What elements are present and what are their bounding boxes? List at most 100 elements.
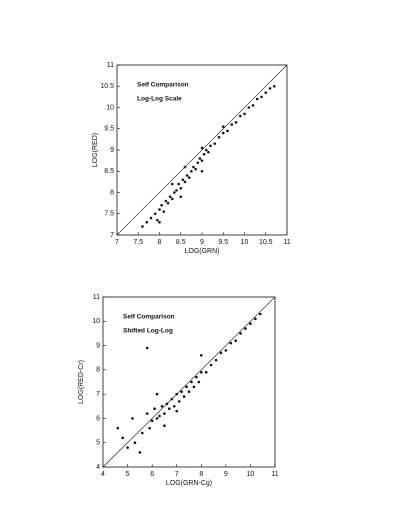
point (156, 218, 159, 222)
point (260, 95, 263, 99)
point (226, 129, 229, 133)
point (185, 174, 189, 177)
x-tick-label: 8 (158, 239, 162, 246)
point (190, 169, 193, 173)
x-tick-label: 10 (241, 239, 249, 246)
point (145, 220, 149, 224)
point (224, 349, 228, 352)
y-axis-label: LOG(RED) (92, 133, 99, 167)
y-tick-label: 10 (92, 318, 100, 325)
point (170, 197, 174, 201)
y-tick-label: 9 (96, 342, 100, 349)
y-tick-label: 8.5 (104, 168, 114, 175)
x-tick-label: 10 (247, 471, 255, 478)
y-tick-label: 6 (96, 415, 100, 422)
point (268, 87, 272, 90)
point (219, 351, 223, 355)
point (158, 220, 161, 224)
point (190, 380, 193, 384)
x-tick-label: 9.5 (218, 239, 228, 246)
x-tick-label: 7 (115, 239, 119, 246)
point (258, 312, 262, 316)
point (158, 414, 161, 418)
point (185, 385, 188, 389)
y-tick-label: 9.5 (104, 126, 114, 133)
point (183, 165, 187, 169)
point (133, 441, 137, 445)
point (230, 123, 234, 126)
point (197, 380, 201, 384)
point (116, 426, 120, 430)
point (165, 402, 169, 406)
x-tick-label: 8.5 (176, 239, 186, 246)
point (204, 148, 208, 152)
y-axis-label: LOG(RED-Cr) (78, 360, 85, 404)
point (141, 431, 144, 435)
point (141, 225, 144, 228)
point (170, 182, 174, 186)
x-tick-label: 10.5 (259, 239, 273, 246)
point (239, 332, 242, 335)
point (204, 370, 208, 374)
plot-frame (102, 296, 276, 468)
point (180, 390, 183, 394)
point (181, 178, 185, 182)
point (207, 150, 210, 154)
x-tick-label: 8 (199, 471, 203, 478)
point (155, 392, 159, 396)
x-axis-label: LOG(GRN-Cg) (166, 480, 212, 487)
point (229, 341, 233, 345)
point (238, 114, 242, 118)
point (153, 212, 157, 216)
diagonal (102, 296, 276, 468)
point (163, 412, 166, 415)
point (251, 104, 255, 107)
point (254, 317, 257, 321)
x-tick-label: 7 (175, 471, 179, 478)
point (249, 322, 252, 326)
y-tick-label: 10.5 (100, 83, 114, 90)
point (214, 358, 218, 362)
y-tick-label: 11 (93, 294, 100, 301)
point (162, 210, 166, 213)
point (255, 97, 259, 101)
point (209, 144, 212, 148)
x-tick-label: 9 (200, 239, 204, 246)
point (179, 195, 183, 199)
point (175, 392, 179, 396)
point (192, 165, 195, 169)
point (247, 106, 251, 109)
point (170, 397, 174, 401)
x-axis-label: LOG(GRN) (185, 248, 220, 255)
x-tick-label: 9 (224, 471, 228, 478)
point (145, 346, 149, 350)
point (200, 159, 204, 162)
point (173, 191, 176, 194)
point (187, 390, 191, 394)
annotation: Shifted Log-Log (123, 328, 173, 335)
point (158, 208, 161, 211)
point (182, 395, 186, 398)
point (196, 161, 200, 165)
point (149, 216, 153, 220)
point (202, 152, 206, 156)
point (200, 169, 204, 173)
point (121, 436, 124, 440)
point (164, 199, 168, 203)
point (179, 186, 183, 190)
y-tick-label: 7 (110, 232, 114, 239)
point (264, 91, 268, 94)
point (194, 167, 197, 171)
point (221, 131, 225, 135)
point (160, 203, 163, 207)
y-tick-label: 9 (110, 147, 114, 154)
point (244, 327, 247, 330)
point (272, 84, 276, 88)
point (175, 189, 178, 192)
y-tick-label: 4 (96, 464, 100, 471)
x-tick-label: 11 (283, 239, 290, 246)
point (199, 370, 203, 374)
annotation: Self Comparison (123, 314, 175, 321)
y-tick-label: 5 (96, 440, 100, 447)
